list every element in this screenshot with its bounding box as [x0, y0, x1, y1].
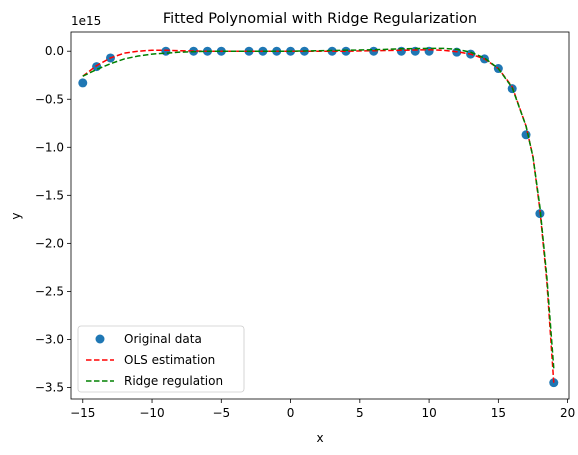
- y-tick-label: −1.0: [35, 140, 64, 154]
- legend-label-ols: OLS estimation: [124, 353, 215, 367]
- data-point: [78, 78, 88, 88]
- plot-frame: [70, 31, 570, 400]
- x-tick-label: 5: [356, 406, 364, 420]
- x-tick-label: 15: [491, 406, 506, 420]
- x-tick-label: 0: [287, 406, 295, 420]
- legend-marker-original-data: [95, 334, 105, 344]
- y-axis-ticks: 0.0 −0.5 −1.0 −1.5 −2.0 −2.5 −3.0 −3.5: [35, 44, 71, 394]
- y-tick-label: −2.5: [35, 284, 64, 298]
- ridge-regulation-line: [82, 47, 555, 369]
- plot-series: [78, 46, 559, 388]
- y-offset-label: 1e15: [71, 14, 101, 28]
- y-tick-label: 0.0: [45, 44, 64, 58]
- data-point: [161, 46, 171, 56]
- y-tick-label: −0.5: [35, 92, 64, 106]
- legend-label-original-data: Original data: [124, 332, 202, 346]
- plot-area: [78, 46, 559, 388]
- x-tick-label: 10: [421, 406, 436, 420]
- x-tick-label: −15: [70, 406, 95, 420]
- y-tick-label: −3.5: [35, 380, 64, 394]
- legend-label-ridge: Ridge regulation: [124, 374, 223, 388]
- x-tick-label: −5: [212, 406, 230, 420]
- y-tick-label: −2.0: [35, 236, 64, 250]
- data-point: [341, 46, 351, 56]
- y-axis-label: y: [9, 212, 23, 219]
- x-tick-label: −10: [139, 406, 164, 420]
- y-tick-label: −1.5: [35, 188, 64, 202]
- chart-title: Fitted Polynomial with Ridge Regularizat…: [163, 11, 477, 27]
- x-axis-label: x: [316, 431, 323, 445]
- x-tick-label: 20: [560, 406, 575, 420]
- x-axis-ticks: −15 −10 −5 0 5 10 15 20: [70, 399, 575, 420]
- ols-estimation-line: [82, 49, 555, 383]
- legend-box: [77, 325, 245, 393]
- legend: Original data OLS estimation Ridge regul…: [77, 325, 245, 393]
- y-tick-label: −3.0: [35, 332, 64, 346]
